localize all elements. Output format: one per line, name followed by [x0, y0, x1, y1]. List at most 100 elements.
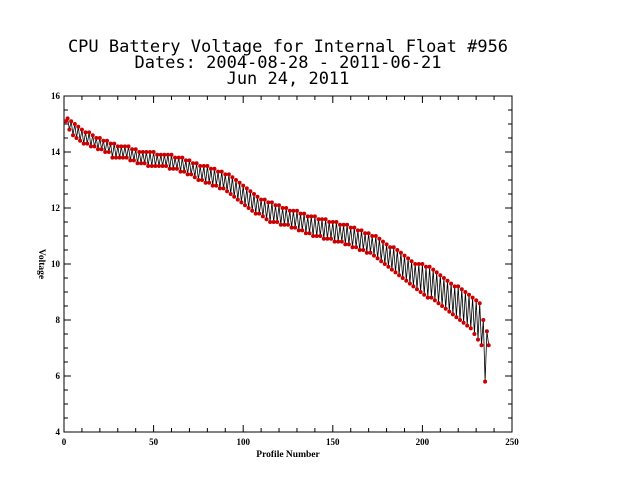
data-point	[325, 236, 330, 241]
data-point	[282, 222, 287, 227]
data-point	[144, 150, 149, 154]
data-point	[96, 147, 100, 152]
data-point	[126, 144, 131, 149]
data-point	[112, 141, 117, 146]
data-point	[248, 189, 253, 194]
data-series	[65, 117, 490, 382]
data-point	[253, 211, 258, 216]
data-point	[450, 312, 455, 317]
data-point	[130, 147, 135, 152]
data-point	[404, 278, 409, 283]
data-point	[286, 222, 290, 227]
axis-tick-labels: 0 50 100 150 200 250 4 6 8 10 12 14 16	[51, 91, 519, 447]
data-point	[309, 214, 314, 219]
data-point	[151, 150, 156, 154]
x-tick-label: 0	[62, 437, 67, 447]
data-point	[293, 225, 298, 230]
data-point	[424, 264, 428, 269]
data-point	[212, 166, 217, 171]
data-point	[162, 152, 167, 157]
data-point	[307, 231, 312, 236]
data-point	[67, 127, 72, 132]
data-point	[191, 161, 195, 166]
data-point	[228, 192, 233, 196]
data-point	[105, 138, 109, 143]
data-point	[182, 169, 187, 174]
data-point	[268, 220, 273, 224]
data-point	[436, 301, 441, 306]
data-point	[200, 178, 204, 182]
data-point	[164, 164, 169, 168]
data-point	[189, 172, 194, 177]
data-point	[246, 206, 251, 210]
data-point	[165, 152, 170, 157]
data-point	[445, 278, 450, 283]
data-point	[348, 225, 353, 230]
data-point	[225, 189, 230, 194]
data-point	[472, 332, 477, 336]
data-point	[171, 166, 176, 171]
data-point	[332, 239, 337, 244]
data-point	[139, 161, 144, 166]
data-point	[463, 290, 468, 294]
data-point	[257, 211, 262, 216]
data-point	[416, 262, 421, 266]
data-point	[131, 158, 136, 163]
data-point	[318, 234, 323, 238]
y-tick-label: 8	[56, 315, 61, 325]
data-point	[461, 320, 466, 325]
data-point	[381, 239, 385, 244]
data-point	[449, 281, 454, 286]
data-point	[440, 304, 445, 308]
data-point	[400, 276, 405, 280]
data-point	[81, 141, 86, 146]
data-point	[169, 152, 174, 157]
data-point	[203, 180, 208, 185]
y-tick-label: 10	[51, 259, 61, 269]
data-point	[321, 236, 326, 241]
data-point	[295, 208, 299, 213]
data-point	[415, 287, 419, 292]
data-point	[398, 250, 403, 255]
data-point	[481, 318, 486, 322]
data-point	[148, 150, 152, 154]
data-point	[411, 284, 416, 289]
data-point	[124, 155, 129, 160]
data-point	[101, 138, 106, 143]
data-point	[391, 245, 396, 250]
data-point	[329, 236, 333, 241]
data-point	[434, 270, 439, 275]
data-point	[377, 236, 382, 241]
data-point	[452, 284, 457, 289]
data-point	[458, 318, 462, 322]
data-point	[352, 225, 357, 230]
data-point	[431, 267, 436, 272]
x-tick-label: 100	[236, 437, 250, 447]
data-point	[364, 250, 369, 255]
data-point	[409, 259, 414, 264]
data-point	[110, 155, 115, 160]
data-point	[483, 379, 488, 384]
data-point	[255, 194, 260, 199]
data-point	[88, 144, 93, 149]
data-point	[226, 172, 231, 177]
data-point	[221, 186, 226, 191]
data-point	[108, 141, 113, 146]
plot-area	[63, 95, 513, 433]
data-point	[441, 276, 446, 280]
data-point	[149, 164, 154, 168]
data-point	[418, 290, 423, 294]
data-point	[266, 200, 271, 205]
axis-ticks	[63, 95, 513, 433]
data-point	[194, 161, 199, 166]
data-point	[320, 217, 324, 222]
data-point	[300, 228, 305, 233]
data-point	[92, 144, 97, 149]
data-point	[323, 217, 328, 222]
data-point	[303, 231, 308, 236]
data-point	[330, 220, 335, 224]
data-point	[137, 150, 142, 154]
data-point	[406, 256, 411, 261]
data-point	[106, 150, 111, 154]
data-point	[237, 180, 242, 185]
